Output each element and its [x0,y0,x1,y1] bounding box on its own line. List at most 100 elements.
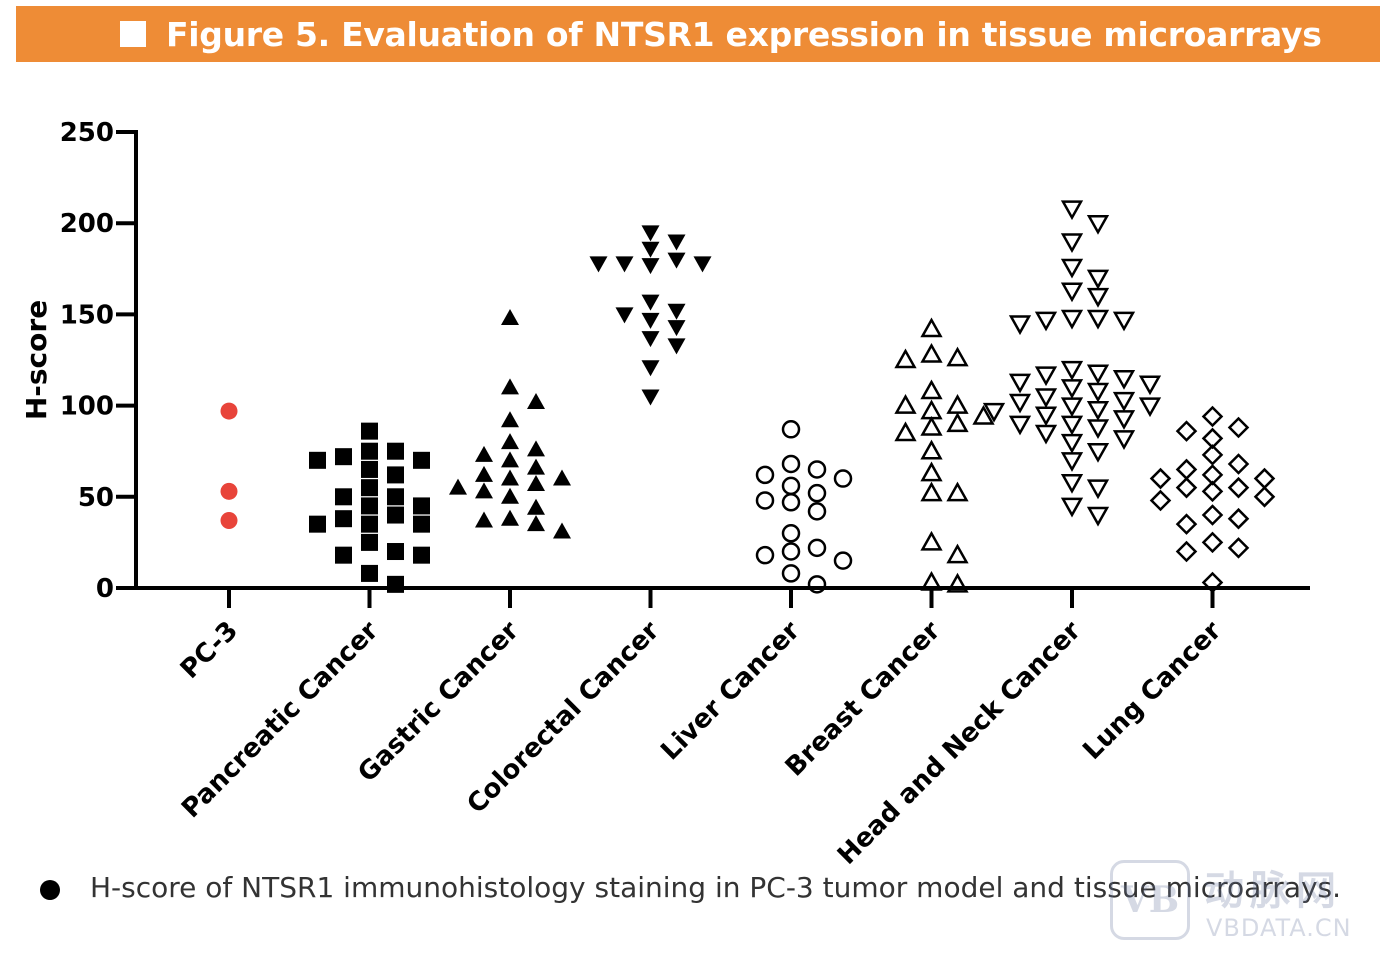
figure-title: Figure 5. Evaluation of NTSR1 expression… [166,14,1322,54]
data-point [693,256,712,273]
y-tick-label: 250 [60,118,114,148]
data-point [335,546,352,564]
data-point [1201,405,1224,428]
data-point [1138,375,1162,396]
data-point [1034,311,1058,332]
data-point [413,546,430,564]
data-point [667,303,686,320]
figure-banner: Figure 5. Evaluation of NTSR1 expression… [16,6,1380,62]
data-point [1201,531,1224,554]
data-point [1060,452,1084,472]
data-point [781,542,801,561]
data-point [1201,504,1224,526]
data-point [1086,287,1110,308]
data-point [1086,309,1110,330]
x-category-label: PC-3 [175,616,244,685]
data-point [1060,415,1084,436]
data-point [641,225,660,242]
data-point [1175,476,1198,499]
data-point [1034,424,1058,445]
data-point [781,524,801,543]
data-point [1175,540,1198,563]
data-point [501,469,519,486]
bullet-icon [40,880,60,900]
data-point [833,551,853,570]
figure-caption: H-score of NTSR1 immunohistology stainin… [40,866,1375,910]
data-point [335,488,352,506]
data-point [1060,258,1084,279]
data-point [1253,467,1276,490]
data-point [1008,415,1032,436]
data-point [894,421,917,442]
data-point [1227,416,1250,439]
data-point [641,241,660,258]
data-point [501,433,519,450]
data-point [1086,214,1110,235]
data-point [946,572,969,593]
x-category-label: Lung Cancer [1077,616,1227,766]
data-point [667,320,686,337]
banner-square-icon [120,21,146,47]
data-point [946,481,969,502]
data-point [475,445,493,462]
data-point [387,543,404,561]
data-point [1060,397,1084,418]
x-category-label: Breast Cancer [780,616,947,783]
data-point [387,575,404,593]
data-point [1060,497,1084,518]
data-point [361,515,378,533]
data-point [220,482,238,500]
data-point [1086,400,1110,421]
data-point [946,346,969,367]
data-point [1175,420,1198,442]
data-point [335,510,352,528]
data-point [972,404,995,425]
data-point [1201,480,1224,503]
y-tick-label: 150 [60,300,114,330]
data-point [335,448,352,466]
data-point [781,420,801,439]
data-point [527,515,545,532]
data-point [615,256,634,273]
data-point [1112,391,1136,412]
data-point [781,564,801,583]
data-point [553,469,571,486]
data-point [920,399,943,420]
data-point [309,515,326,533]
data-point [553,522,571,539]
x-category-label: Liver Cancer [655,616,806,767]
y-tick-label: 200 [60,209,114,239]
data-point [220,402,238,420]
data-point [641,331,660,348]
data-point [641,258,660,275]
data-point [920,570,943,591]
data-point [667,234,686,251]
data-point [1112,430,1136,450]
data-point [920,379,943,400]
y-tick-label: 0 [96,574,114,604]
data-point [1253,486,1276,508]
y-tick-label: 50 [78,483,114,513]
data-point [920,342,943,363]
caption-text: H-score of NTSR1 immunohistology stainin… [90,871,1342,904]
data-point [755,465,775,485]
data-point [641,294,660,311]
data-point [1112,311,1136,332]
data-point [501,487,519,504]
data-point [361,422,378,440]
data-point [982,402,1006,423]
watermark: VB 动脉网 VBDATA.CN [1110,858,1390,950]
watermark-cn-text: 动脉网 [1204,868,1342,914]
data-point [475,482,493,499]
data-point [527,392,545,409]
data-point [946,412,969,433]
axes: 0 50 100 150 200 250 H-score [20,118,1310,608]
data-points [220,200,1276,594]
data-point [413,497,430,515]
data-point [1149,467,1172,490]
data-point [1227,476,1250,499]
data-point [527,498,545,515]
data-point [527,475,545,492]
